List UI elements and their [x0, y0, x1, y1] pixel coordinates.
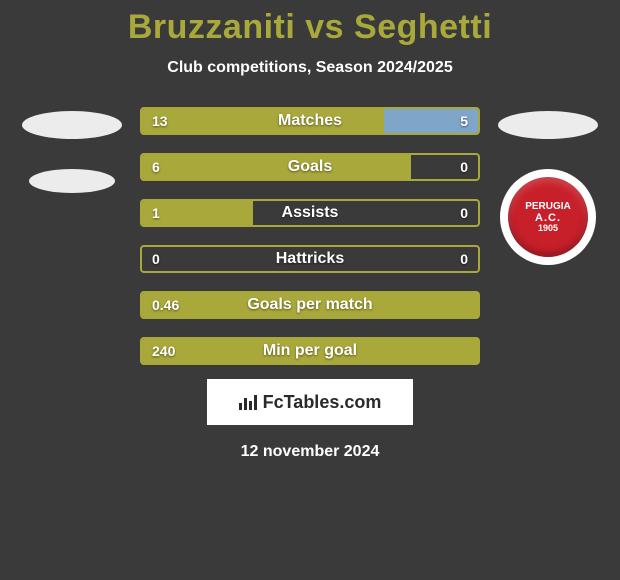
stat-row: Min per goal240 [140, 337, 480, 365]
comparison-content: Matches135Goals60Assists10Hattricks00Goa… [0, 107, 620, 365]
right-side: PERUGIA A.C. 1905 [498, 107, 598, 265]
brand-name: FcTables.com [263, 392, 382, 413]
stat-value-right: 0 [460, 155, 468, 179]
perugia-badge-icon: PERUGIA A.C. 1905 [508, 177, 588, 257]
badge-text-bot: 1905 [538, 224, 558, 234]
brand-banner: FcTables.com [207, 379, 413, 425]
right-club-badge: PERUGIA A.C. 1905 [500, 169, 596, 265]
page-title: Bruzzaniti vs Seghetti [0, 0, 620, 47]
brand-bars-icon [239, 395, 257, 410]
stat-row: Hattricks0 0 [140, 245, 480, 273]
stat-bar-right [384, 109, 478, 133]
stat-row: Goals60 [140, 153, 480, 181]
badge-text-mid: A.C. [535, 212, 561, 224]
stat-bar-left [142, 109, 384, 133]
generation-date: 12 november 2024 [0, 443, 620, 461]
stat-label: Hattricks [142, 247, 478, 271]
stat-row: Assists10 [140, 199, 480, 227]
stat-row: Goals per match0.46 [140, 291, 480, 319]
stat-value-right: 0 [460, 247, 468, 271]
stat-value-left: 0 [152, 247, 160, 271]
subtitle: Club competitions, Season 2024/2025 [0, 59, 620, 77]
badge-text-top: PERUGIA [525, 201, 571, 212]
left-club-badge-placeholder [29, 169, 115, 193]
right-player-badge-placeholder [498, 111, 598, 139]
stat-bar-left [142, 201, 253, 225]
stat-bar-left [142, 339, 478, 363]
stat-bar-left [142, 155, 411, 179]
left-player-badge-placeholder [22, 111, 122, 139]
stat-value-right: 0 [460, 201, 468, 225]
stat-row: Matches135 [140, 107, 480, 135]
stat-bars: Matches135Goals60Assists10Hattricks00Goa… [140, 107, 480, 365]
stat-bar-left [142, 293, 478, 317]
left-side [22, 107, 122, 193]
